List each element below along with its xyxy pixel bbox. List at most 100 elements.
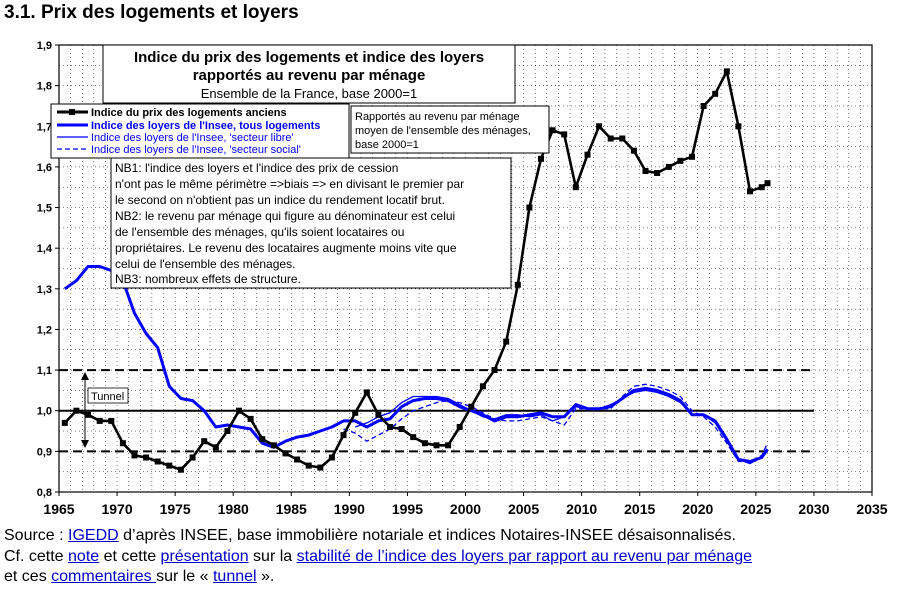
data-point-prix bbox=[247, 415, 254, 422]
data-point-prix bbox=[421, 440, 428, 447]
note-line: celui de l'ensemble des ménages. bbox=[115, 257, 295, 271]
x-tick-label: 2010 bbox=[566, 501, 597, 517]
y-tick-label: 1,3 bbox=[37, 284, 52, 296]
data-point-prix bbox=[677, 157, 684, 164]
y-axis: 0,8 0,9 1,0 1,1 1,2 1,3 1,4 1,5 1,6 1,7 1,8 1,9 bbox=[37, 40, 59, 499]
y-tick-label: 1,7 bbox=[37, 121, 52, 133]
footer-text: Cf. cette bbox=[4, 547, 69, 565]
x-tick-label: 1995 bbox=[392, 501, 423, 517]
link-igedd[interactable]: IGEDD bbox=[68, 527, 119, 544]
link-note[interactable]: note bbox=[68, 547, 100, 565]
chart-title-line1: Indice du prix des logements et indice d… bbox=[134, 49, 484, 66]
data-point-prix bbox=[270, 442, 277, 449]
data-point-prix bbox=[538, 155, 544, 162]
y-tick-label: 1,8 bbox=[37, 81, 52, 93]
data-point-prix bbox=[503, 338, 510, 345]
data-point-prix bbox=[305, 462, 312, 469]
y-tick-label: 0,9 bbox=[37, 446, 52, 458]
legend-item-prix: Indice du prix des logements anciens bbox=[91, 107, 287, 119]
data-point-prix bbox=[294, 456, 301, 463]
data-point-prix bbox=[572, 184, 579, 191]
data-point-prix bbox=[119, 440, 126, 447]
data-point-prix bbox=[398, 426, 405, 432]
x-tick-label: 1985 bbox=[276, 501, 307, 517]
data-point-prix bbox=[236, 407, 242, 414]
page-title: 3.1. Prix des logements et loyers bbox=[4, 2, 299, 23]
x-tick-label: 2000 bbox=[450, 501, 481, 517]
data-point-prix bbox=[549, 127, 556, 134]
footer-line-1: Source : IGEDD d’après INSEE, base immob… bbox=[4, 526, 752, 547]
footer-text: Source : bbox=[4, 527, 69, 544]
x-axis: 1965 1970 1975 1980 1985 1990 1995 2000 2005 2010… bbox=[43, 492, 888, 517]
footer-text: sur le « bbox=[156, 568, 213, 585]
data-point-prix bbox=[61, 419, 68, 426]
chart: 0,8 0,9 1,0 1,1 1,2 1,3 1,4 1,5 1,6 1,7 1,8 1,9 196… bbox=[37, 40, 888, 517]
data-point-prix bbox=[596, 123, 603, 130]
data-point-prix bbox=[468, 403, 475, 410]
legend-item-loyers-tous: Indice des loyers de l'Insee, tous logem… bbox=[91, 120, 320, 132]
link-presentation[interactable]: présentation bbox=[160, 547, 249, 565]
data-point-prix bbox=[747, 188, 753, 195]
data-point-prix bbox=[491, 367, 498, 374]
data-point-prix bbox=[340, 432, 347, 439]
chart-title-box: Indice du prix des logements et indice d… bbox=[102, 44, 516, 104]
data-point-prix bbox=[166, 462, 173, 469]
data-point-prix bbox=[108, 417, 115, 424]
note-line: de l'ensemble des ménages, qu'ils soient… bbox=[115, 225, 404, 239]
data-point-prix bbox=[375, 411, 382, 418]
data-point-prix bbox=[764, 180, 771, 187]
chart-title-line2: rapportés au revenu par ménage bbox=[193, 67, 426, 84]
x-tick-label: 2015 bbox=[624, 501, 655, 517]
note-line: NB1: l'indice des loyers et l'indice des… bbox=[115, 161, 398, 175]
data-point-prix bbox=[96, 417, 103, 424]
y-tick-label: 0,8 bbox=[37, 487, 52, 499]
data-point-prix bbox=[514, 281, 521, 288]
denominator-line3: base 2000=1 bbox=[355, 139, 419, 151]
data-point-prix bbox=[619, 135, 626, 142]
data-point-prix bbox=[561, 131, 568, 138]
x-tick-label: 1990 bbox=[334, 501, 365, 517]
data-point-prix bbox=[363, 389, 370, 396]
data-point-prix bbox=[212, 444, 219, 451]
y-tick-label: 1,6 bbox=[37, 162, 52, 174]
denominator-line1: Rapportés au revenu par ménage bbox=[355, 111, 520, 123]
data-point-prix bbox=[387, 424, 393, 430]
y-tick-label: 1,0 bbox=[37, 406, 52, 418]
link-stabilite[interactable]: stabilité de l’indice des loyers par rap… bbox=[296, 547, 752, 565]
y-tick-label: 1,2 bbox=[37, 324, 52, 336]
reference-lines bbox=[59, 369, 814, 453]
data-point-prix bbox=[259, 436, 266, 443]
data-point-prix bbox=[723, 68, 730, 75]
denominator-line2: moyen de l'ensemble des ménages, bbox=[355, 125, 531, 137]
data-point-prix bbox=[73, 407, 80, 414]
link-tunnel[interactable]: tunnel bbox=[212, 568, 257, 585]
data-point-prix bbox=[700, 103, 707, 109]
note-line: NB3: nombreux effets de structure. bbox=[115, 272, 301, 286]
notes-box: NB1: l'indice des loyers et l'indice des… bbox=[110, 157, 512, 289]
data-point-prix bbox=[607, 135, 614, 142]
legend: Indice du prix des logements anciens Ind… bbox=[50, 103, 350, 159]
x-tick-label: 2005 bbox=[508, 501, 539, 517]
data-point-prix bbox=[317, 464, 324, 471]
data-point-prix bbox=[352, 409, 359, 416]
data-point-prix bbox=[143, 454, 150, 461]
link-commentaires[interactable]: commentaires bbox=[51, 568, 157, 585]
data-point-prix bbox=[445, 442, 452, 449]
legend-item-loyers-libre: Indice des loyers de l'Insee, 'secteur l… bbox=[91, 132, 294, 144]
footer-line-3: et ces commentaires sur le « tunnel ». bbox=[4, 567, 752, 588]
data-point-prix bbox=[410, 434, 417, 441]
x-tick-label: 2020 bbox=[682, 501, 713, 517]
data-point-prix bbox=[456, 424, 463, 430]
note-line: NB2: le revenu par ménage qui figure au … bbox=[115, 209, 455, 223]
y-tick-label: 1,1 bbox=[37, 365, 52, 377]
source-footer: Source : IGEDD d’après INSEE, base immob… bbox=[4, 526, 752, 588]
data-point-prix bbox=[584, 151, 591, 158]
data-point-prix bbox=[224, 428, 231, 434]
data-point-prix bbox=[654, 170, 661, 176]
data-point-prix bbox=[642, 168, 649, 174]
data-point-prix bbox=[282, 450, 289, 457]
note-line: propriétaires. Le revenu des locataires … bbox=[115, 241, 457, 255]
x-tick-label: 1970 bbox=[101, 501, 132, 517]
data-point-prix bbox=[131, 452, 138, 459]
data-point-prix bbox=[630, 147, 637, 154]
